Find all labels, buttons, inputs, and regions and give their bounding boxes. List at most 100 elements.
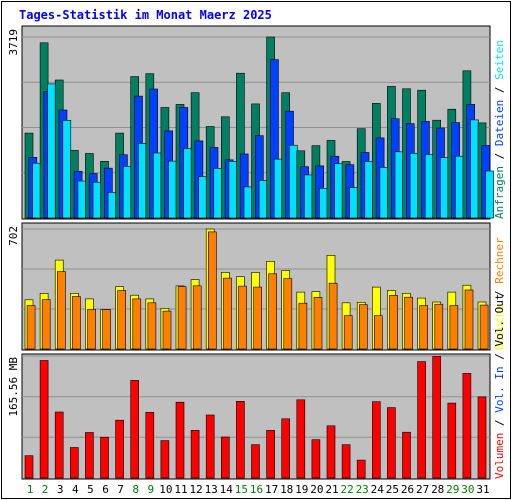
bar-volumen-day-29 [447, 402, 457, 479]
bar-seiten-day-15 [243, 186, 253, 219]
bar-seiten-day-17 [273, 158, 283, 219]
bar-seiten-day-10 [168, 160, 177, 219]
scale-label: 702 [7, 226, 20, 246]
day-label: 19 [295, 483, 308, 496]
day-axis: 1 2 3 4 5 6 7 8 9 10 11 12 13 14 15 16 17 18 19 20 21 22 23 24 2… [27, 483, 490, 496]
bar-rechner-day-25 [389, 294, 398, 350]
bar-volumen-day-27 [417, 361, 426, 479]
day-label: 14 [220, 483, 234, 496]
day-label: 10 [159, 483, 172, 496]
day-label: 30 [461, 483, 474, 496]
bar-volumen-day-24 [371, 401, 381, 479]
day-label: 4 [72, 483, 79, 496]
bar-volumen-day-21 [326, 425, 336, 479]
bar-seiten-day-2 [47, 83, 57, 219]
bar-rechner-day-5 [87, 308, 96, 350]
bar-rechner-day-26 [404, 296, 413, 350]
day-label: 16 [250, 483, 263, 496]
legend-entry: / [493, 413, 506, 433]
bar-seiten-day-21 [334, 163, 343, 219]
legend-entry: / [493, 80, 506, 100]
bar-volumen-day-17 [266, 429, 275, 479]
bar-seiten-day-6 [107, 192, 117, 219]
bar-seiten-day-29 [455, 155, 464, 219]
bar-volumen-day-11 [175, 401, 185, 479]
day-label: 17 [265, 483, 278, 496]
panel-bottom: 165.56 MB Volumen / Vol. In / Vol. Out [7, 294, 506, 480]
day-label: 25 [386, 483, 399, 496]
bar-volumen-day-9 [145, 411, 155, 479]
day-label: 7 [117, 483, 124, 496]
bar-seiten-day-3 [62, 120, 72, 219]
bar-seiten-day-1 [32, 162, 41, 219]
bar-rechner-day-30 [464, 289, 474, 350]
bar-seiten-day-18 [288, 144, 298, 219]
legend-entry: Rechner [493, 237, 506, 284]
day-label: 18 [280, 483, 293, 496]
bar-volumen-day-30 [462, 373, 472, 479]
bar-rechner-day-27 [419, 305, 429, 350]
day-label: 28 [431, 483, 444, 496]
day-label: 31 [476, 483, 489, 496]
bar-rechner-day-10 [162, 310, 172, 350]
day-label: 8 [132, 483, 139, 496]
legend-entry: Volumen [493, 433, 506, 479]
bar-seiten-day-25 [394, 151, 404, 219]
bar-volumen-day-18 [281, 418, 291, 479]
bar-seiten-day-22 [349, 187, 359, 219]
bar-volumen-day-4 [70, 447, 79, 479]
scale-label: 165.56 MB [7, 357, 20, 417]
bar-seiten-day-8 [138, 143, 147, 219]
bar-seiten-day-19 [304, 174, 313, 219]
bar-seiten-day-7 [122, 166, 132, 219]
panel-top: 3719 Anfragen / Dateien / Seiten [7, 25, 506, 220]
bar-volumen-day-2 [39, 360, 49, 479]
bar-volumen-day-14 [221, 436, 230, 479]
day-label: 27 [416, 483, 429, 496]
day-label: 5 [87, 483, 94, 496]
bar-rechner-day-3 [56, 271, 66, 350]
day-label: 24 [371, 483, 385, 496]
bar-rechner-day-31 [479, 304, 489, 350]
bar-volumen-day-20 [311, 439, 321, 479]
bar-volumen-day-7 [115, 419, 124, 479]
bar-rechner-day-23 [358, 304, 368, 350]
bar-volumen-day-6 [100, 436, 109, 479]
bar-rechner-day-13 [208, 231, 217, 350]
day-label: 11 [174, 483, 187, 496]
day-label: 20 [310, 483, 323, 496]
legend-entry: Dateien [493, 100, 506, 146]
day-label: 1 [27, 483, 34, 496]
bar-seiten-day-26 [409, 153, 419, 219]
bar-volumen-day-3 [54, 411, 64, 479]
day-label: 12 [189, 483, 202, 496]
bar-seiten-day-14 [228, 161, 238, 219]
legend-entry: Besuche [493, 304, 506, 350]
day-label: 15 [235, 483, 248, 496]
legend-entry: Vol. Out [493, 294, 506, 347]
bar-seiten-day-4 [77, 180, 87, 219]
legend-entry: / [493, 146, 506, 166]
bar-seiten-day-23 [364, 161, 374, 219]
legend-entry: / [493, 347, 506, 367]
series-legend: Besuche / Rechner [493, 237, 506, 350]
series-legend: Volumen / Vol. In / Vol. Out [493, 294, 506, 479]
bar-volumen-day-5 [85, 432, 94, 479]
bar-volumen-day-1 [24, 455, 34, 479]
bar-seiten-day-31 [485, 170, 494, 219]
scale-label: 3719 [7, 29, 20, 56]
bar-seiten-day-12 [198, 176, 207, 219]
bar-volumen-day-25 [387, 407, 396, 479]
bar-seiten-day-5 [92, 181, 102, 219]
bar-rechner-day-17 [268, 273, 278, 350]
bar-volumen-day-12 [190, 429, 200, 479]
bar-seiten-day-24 [379, 167, 389, 219]
bar-seiten-day-16 [258, 180, 268, 219]
bar-volumen-day-19 [296, 399, 306, 479]
legend-entry: Seiten [493, 40, 506, 80]
day-label: 2 [42, 483, 49, 496]
bar-rechner-day-14 [223, 277, 232, 350]
bar-rechner-day-19 [298, 302, 308, 350]
legend-entry: / [493, 284, 506, 304]
